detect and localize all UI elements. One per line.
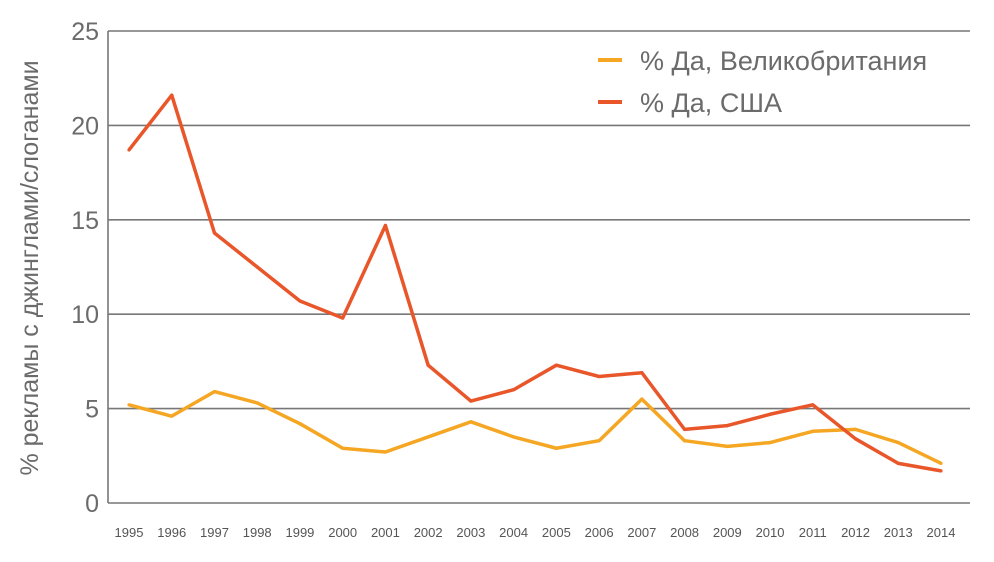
y-tick-label: 5 [85, 396, 99, 424]
x-tick-label: 2010 [756, 525, 785, 540]
data-point [597, 439, 601, 443]
x-tick-label: 2003 [456, 525, 485, 540]
data-point [298, 299, 302, 303]
legend-label: % Да, Великобритания [640, 46, 927, 76]
x-tick-label: 1997 [200, 525, 229, 540]
y-tick-label: 25 [71, 18, 99, 46]
data-point [939, 469, 943, 473]
y-tick-label: 15 [71, 207, 99, 235]
gridlines [107, 30, 970, 504]
y-tick-label: 10 [71, 301, 99, 329]
data-point [469, 399, 473, 403]
y-axis-label: % рекламы с джинглами/слоганами [16, 60, 44, 475]
x-tick-label: 1996 [157, 525, 186, 540]
legend-label: % Да, США [640, 88, 782, 118]
data-point [768, 440, 772, 445]
series-line-1 [127, 93, 942, 473]
data-point [212, 231, 217, 235]
data-point [939, 461, 943, 465]
data-point [640, 397, 644, 401]
data-point [170, 414, 174, 418]
x-tick-label: 2005 [542, 525, 571, 540]
data-point [127, 148, 131, 152]
x-tick-label: 1995 [115, 525, 144, 540]
data-point [682, 439, 687, 443]
x-tick-label: 2002 [414, 525, 443, 540]
x-tick-label: 2013 [884, 525, 913, 540]
data-point [768, 412, 772, 416]
data-point [341, 316, 345, 320]
data-point [383, 450, 388, 454]
x-tick-label: 2000 [328, 525, 357, 540]
x-tick-label: 2014 [927, 525, 956, 540]
data-point [255, 401, 259, 405]
data-point [725, 444, 729, 448]
data-point [554, 363, 558, 367]
data-point [512, 435, 516, 439]
data-point [212, 390, 217, 394]
data-point [682, 427, 687, 431]
y-tick-label: 0 [85, 490, 99, 518]
x-tick-label: 2004 [499, 525, 528, 540]
data-point [896, 440, 900, 445]
data-point [896, 461, 900, 465]
data-point [426, 363, 430, 367]
x-tick-label: 2011 [799, 525, 827, 540]
x-tick-label: 1998 [243, 525, 272, 540]
x-tick-label: 2001 [371, 525, 400, 540]
data-point [426, 435, 430, 439]
data-point [341, 446, 345, 450]
legend: % Да, Великобритания % Да, США [598, 46, 927, 118]
data-point [512, 388, 516, 392]
data-point [554, 446, 558, 450]
data-point [597, 374, 601, 379]
x-tick-label: 2009 [713, 525, 742, 540]
data-point [853, 427, 858, 431]
x-axis-ticks: 1995 1996 1997 1998 1999 2000 2001 2002 2003 2004… [115, 525, 956, 540]
series-lines [127, 93, 943, 473]
data-point [298, 422, 302, 426]
data-point [853, 437, 858, 441]
data-point [469, 420, 473, 424]
data-point [811, 429, 815, 433]
data-point [170, 93, 174, 97]
series-line-0 [128, 389, 942, 465]
data-point [640, 371, 644, 375]
x-tick-label: 2012 [841, 525, 870, 540]
y-tick-label: 20 [71, 112, 99, 140]
x-tick-label: 2008 [670, 525, 699, 540]
x-tick-label: 2006 [585, 525, 614, 540]
y-axis-ticks: 0 5 10 15 20 25 [71, 18, 99, 518]
data-point [127, 403, 131, 407]
data-point [725, 423, 729, 428]
data-point [255, 265, 259, 269]
x-tick-label: 1999 [285, 525, 314, 540]
x-tick-label: 2007 [627, 525, 656, 540]
data-point [383, 223, 388, 228]
data-point [811, 403, 815, 407]
